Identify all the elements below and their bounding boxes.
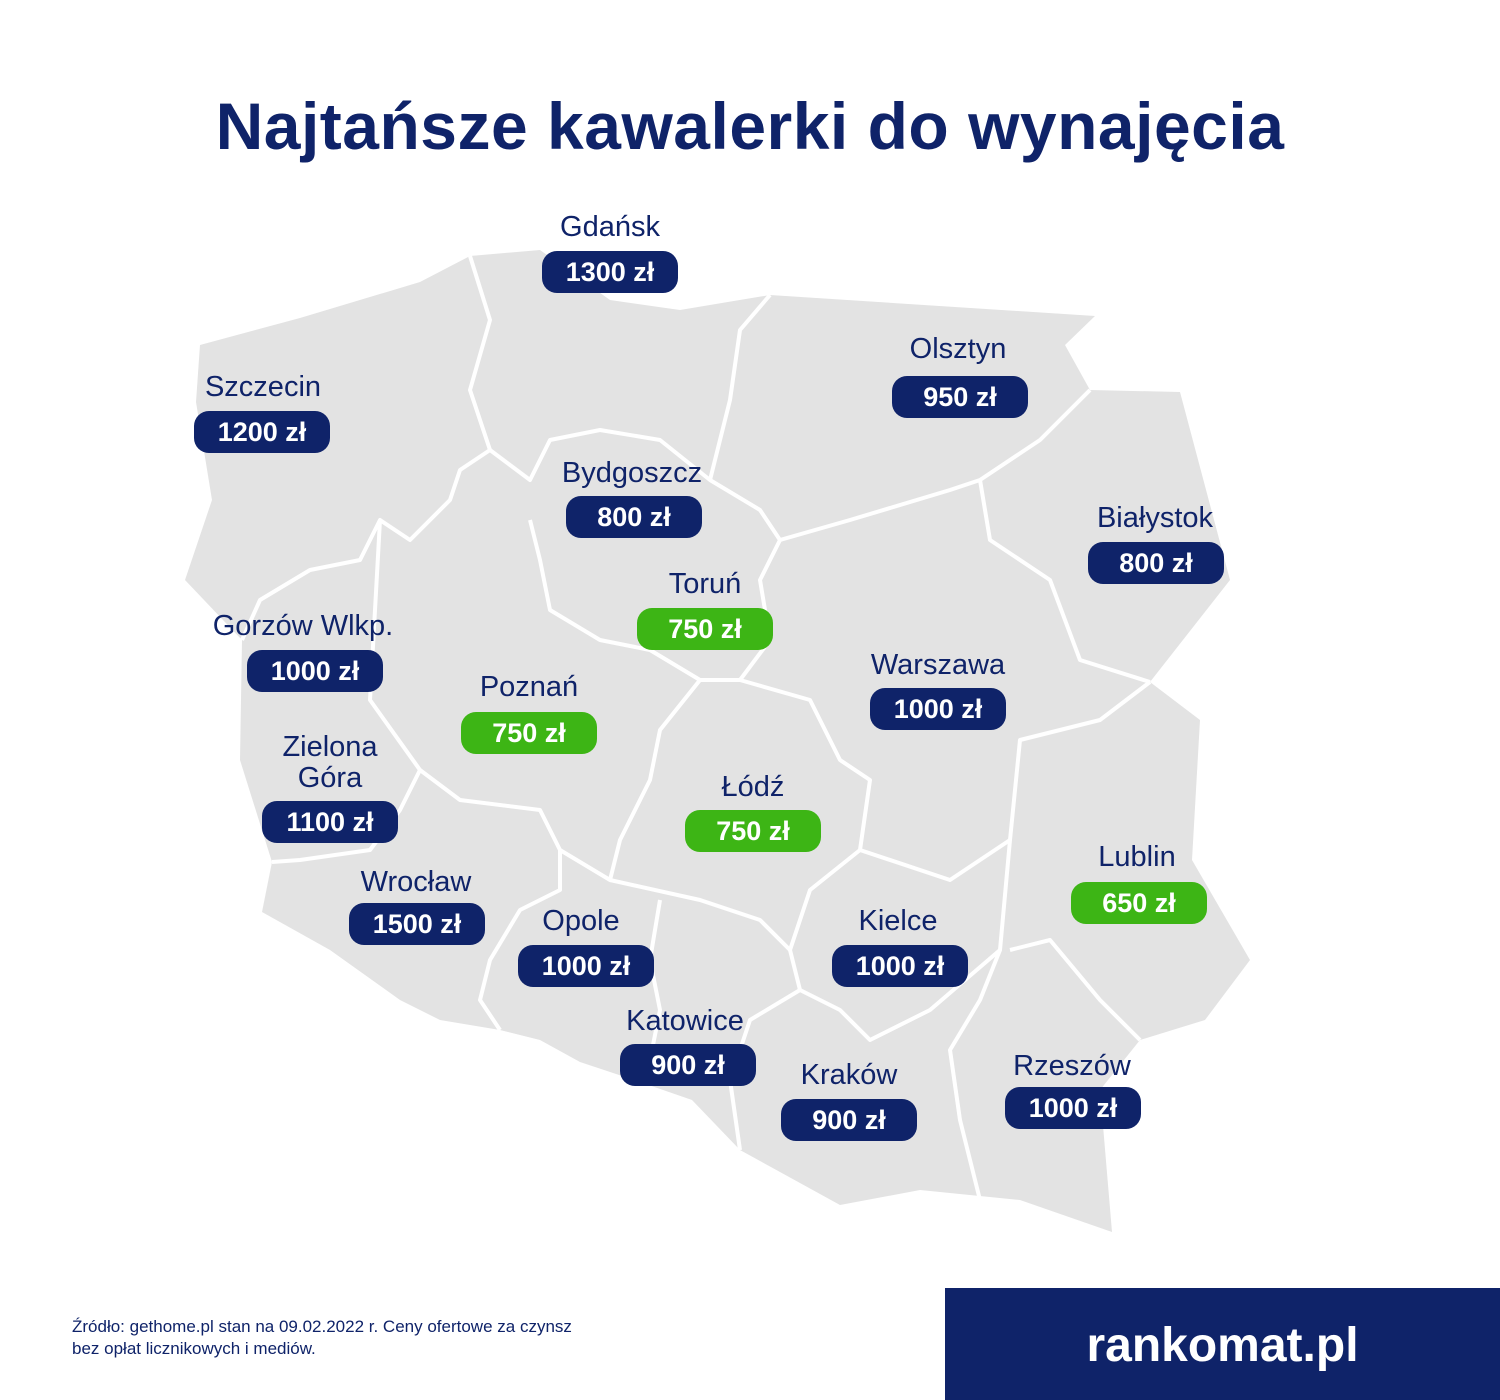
city-name: Gdańsk <box>560 211 660 243</box>
city-name: Kraków <box>800 1059 898 1091</box>
city-name: Katowice <box>626 1005 744 1037</box>
price-badge: 1300 zł <box>542 251 678 293</box>
city-name: Toruń <box>668 568 742 600</box>
city-name: Białystok <box>1096 502 1214 534</box>
price-badge: 800 zł <box>1088 542 1224 584</box>
price-badge: 1200 zł <box>194 411 330 453</box>
city-name: Poznań <box>479 671 579 703</box>
price-badge: 800 zł <box>566 496 702 538</box>
city-name: Gorzów Wlkp. <box>212 610 394 642</box>
title: Najtańsze kawalerki do wynajęcia <box>215 89 1285 163</box>
source-line: Źródło: gethome.pl stan na 09.02.2022 r.… <box>72 1317 572 1336</box>
city-name: Kielce <box>858 905 938 937</box>
logo[interactable]: rankomat.pl <box>1086 1319 1359 1372</box>
city-name: Lublin <box>1098 841 1176 873</box>
price-badge: 1500 zł <box>349 903 485 945</box>
city-name: Łódź <box>721 771 785 803</box>
logo-box: rankomat.pl <box>945 1288 1500 1400</box>
price-badge: 900 zł <box>620 1044 756 1086</box>
price-badge: 750 zł <box>461 712 597 754</box>
price-badge: 1000 zł <box>518 945 654 987</box>
city-name: Bydgoszcz <box>561 457 703 489</box>
source-note: Źródło: gethome.pl stan na 09.02.2022 r.… <box>72 1316 572 1360</box>
city-name: Opole <box>542 905 620 937</box>
city-name: Zielona Góra <box>282 731 378 794</box>
city-name: Rzeszów <box>1013 1050 1131 1082</box>
city-name: Szczecin <box>204 371 322 403</box>
city-name: Wrocław <box>360 866 472 898</box>
price-badge: 1000 zł <box>247 650 383 692</box>
price-badge: 750 zł <box>685 810 821 852</box>
price-badge: 950 zł <box>892 376 1028 418</box>
price-badge: 1000 zł <box>832 945 968 987</box>
price-badge: 1000 zł <box>1005 1087 1141 1129</box>
source-line: bez opłat licznikowych i mediów. <box>72 1339 316 1358</box>
city-name: Warszawa <box>870 649 1006 681</box>
price-badge: 1000 zł <box>870 688 1006 730</box>
price-badge: 750 zł <box>637 608 773 650</box>
city-name: Olsztyn <box>909 333 1007 365</box>
price-badge: 900 zł <box>781 1099 917 1141</box>
price-badge: 1100 zł <box>262 801 398 843</box>
price-badge: 650 zł <box>1071 882 1207 924</box>
